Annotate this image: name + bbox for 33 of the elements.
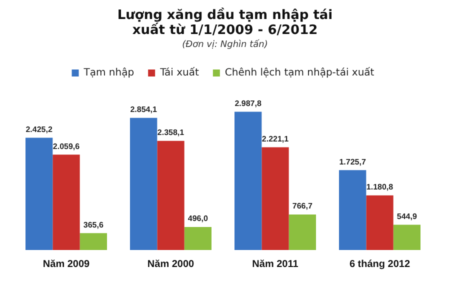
chart-title: Lượng xăng dầu tạm nhập tái xuất từ 1/1/2009 - 6/2012: [116, 8, 334, 38]
chart-subtitle: (Đơn vị: Nghìn tấn): [181, 40, 269, 50]
x-tick-label: Năm 2011: [252, 258, 299, 270]
bar: [157, 140, 184, 250]
data-label: 544,9: [396, 212, 418, 221]
data-label: 2.425,2: [26, 124, 53, 134]
x-tick-label: 6 tháng 2012: [349, 258, 410, 270]
bar: [393, 224, 421, 250]
legend-label: Chênh lệch tạm nhập-tái xuất: [224, 66, 374, 79]
x-tick-label: Năm 2009: [42, 258, 90, 270]
bar: [234, 112, 262, 250]
data-label: 2.221,1: [262, 134, 290, 144]
data-label: 2.059,6: [52, 142, 80, 151]
data-label: 2.987,8: [234, 98, 262, 108]
data-label: 766,7: [292, 202, 313, 211]
bar: [338, 170, 366, 250]
bar: [184, 227, 212, 250]
legend-label: Tạm nhập: [82, 68, 134, 79]
data-label: 1.180,8: [366, 182, 394, 192]
bar: [288, 214, 316, 250]
x-tick-label: Năm 2000: [147, 258, 195, 270]
bar: [262, 147, 289, 250]
bar: [366, 195, 394, 250]
data-label: 365,6: [83, 220, 104, 230]
data-label: 2.358,1: [157, 128, 185, 138]
data-label: 1.725,7: [339, 157, 366, 166]
legend-label: Tái xuất: [159, 66, 199, 79]
bar: [52, 154, 80, 250]
bar: [130, 118, 158, 250]
bar: [25, 138, 53, 250]
data-label: 496,0: [188, 214, 208, 224]
data-label: 2.854,1: [130, 105, 158, 114]
bar: [80, 233, 108, 250]
